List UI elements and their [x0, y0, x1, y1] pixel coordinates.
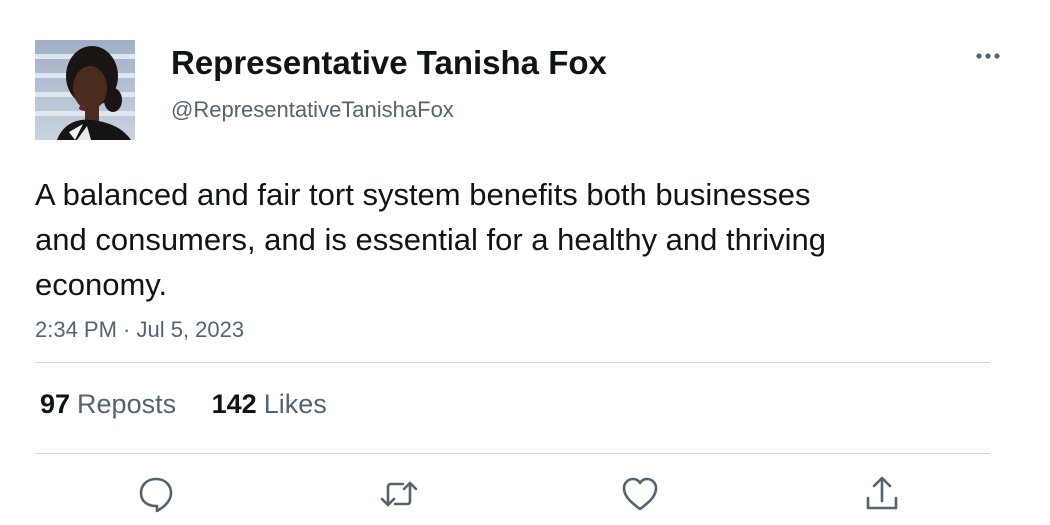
repost-icon — [380, 481, 418, 507]
likes-label: Likes — [263, 389, 327, 419]
reply-button[interactable] — [136, 474, 176, 514]
reposts-stat[interactable]: 97 Reposts — [40, 388, 176, 420]
share-icon — [866, 476, 898, 510]
divider — [35, 362, 990, 363]
more-options-button[interactable] — [970, 44, 1006, 68]
tweet-timestamp[interactable]: 2:34 PM · Jul 5, 2023 — [35, 317, 245, 342]
divider — [35, 453, 990, 454]
reposts-label: Reposts — [77, 389, 177, 419]
reposts-count: 97 — [40, 389, 71, 419]
repost-button[interactable] — [379, 474, 419, 514]
tweet-text: A balanced and fair tort system benefits… — [35, 177, 826, 302]
heart-icon — [622, 477, 658, 511]
profile-photo — [35, 40, 135, 140]
likes-stat[interactable]: 142 Likes — [212, 388, 327, 420]
more-horizontal-icon — [976, 53, 1000, 59]
display-name[interactable]: Representative Tanisha Fox — [171, 44, 607, 81]
engagement-stats: 97 Reposts 142 Likes — [40, 388, 327, 420]
share-button[interactable] — [862, 474, 902, 514]
likes-count: 142 — [211, 389, 257, 419]
avatar[interactable] — [35, 40, 135, 140]
user-handle[interactable]: @RepresentativeTanishaFox — [171, 97, 454, 122]
reply-icon — [139, 477, 173, 513]
like-button[interactable] — [620, 474, 660, 514]
